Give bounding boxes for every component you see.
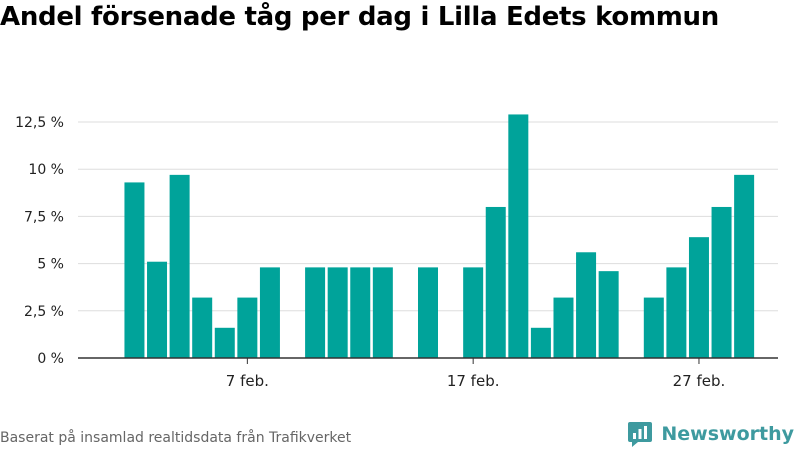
brand-name: Newsworthy [661, 423, 794, 445]
bar[interactable] [305, 267, 326, 358]
bar[interactable] [734, 174, 755, 358]
y-tick-label: 0 % [37, 351, 64, 367]
bar[interactable] [169, 174, 190, 358]
source-note: Baserat på insamlad realtidsdata från Tr… [0, 430, 352, 446]
bar[interactable] [508, 114, 529, 358]
bar[interactable] [530, 327, 551, 358]
y-tick-label: 2,5 % [24, 304, 64, 320]
bar[interactable] [553, 297, 574, 358]
bar[interactable] [350, 267, 371, 358]
bar[interactable] [327, 267, 348, 358]
y-tick-labels: 0 % 2,5 % 5 % 7,5 % 10 % 12,5 % [15, 115, 64, 367]
y-tick-label: 5 % [37, 257, 64, 273]
bar[interactable] [372, 267, 393, 358]
x-tick-label: 17 feb. [447, 372, 500, 390]
bar-chart-logo-icon [627, 420, 653, 448]
bar[interactable] [711, 206, 732, 358]
bars [124, 114, 755, 358]
brand-logo[interactable]: Newsworthy [627, 420, 794, 448]
bar[interactable] [598, 271, 619, 358]
y-tick-label: 7,5 % [24, 209, 64, 225]
bar[interactable] [463, 267, 484, 358]
bar[interactable] [147, 261, 168, 358]
x-tick-label: 7 feb. [226, 372, 269, 390]
bar[interactable] [666, 267, 687, 358]
bar[interactable] [688, 237, 709, 358]
bar[interactable] [485, 206, 506, 358]
bar[interactable] [124, 182, 145, 358]
x-tick-label: 27 feb. [673, 372, 726, 390]
bar[interactable] [214, 327, 235, 358]
x-tick-labels: 7 feb. 17 feb. 27 feb. [226, 372, 726, 390]
bar[interactable] [643, 297, 664, 358]
bar[interactable] [576, 252, 597, 358]
chart-title: Andel försenade tåg per dag i Lilla Edet… [0, 2, 719, 32]
bar[interactable] [237, 297, 258, 358]
bar[interactable] [259, 267, 280, 358]
y-tick-label: 12,5 % [15, 115, 64, 131]
bar[interactable] [418, 267, 438, 358]
y-tick-label: 10 % [28, 162, 64, 178]
bar[interactable] [192, 297, 213, 358]
x-axis [78, 357, 778, 364]
chart-svg: 0 % 2,5 % 5 % 7,5 % 10 % 12,5 % 7 feb. 17 feb.… [15, 114, 778, 390]
